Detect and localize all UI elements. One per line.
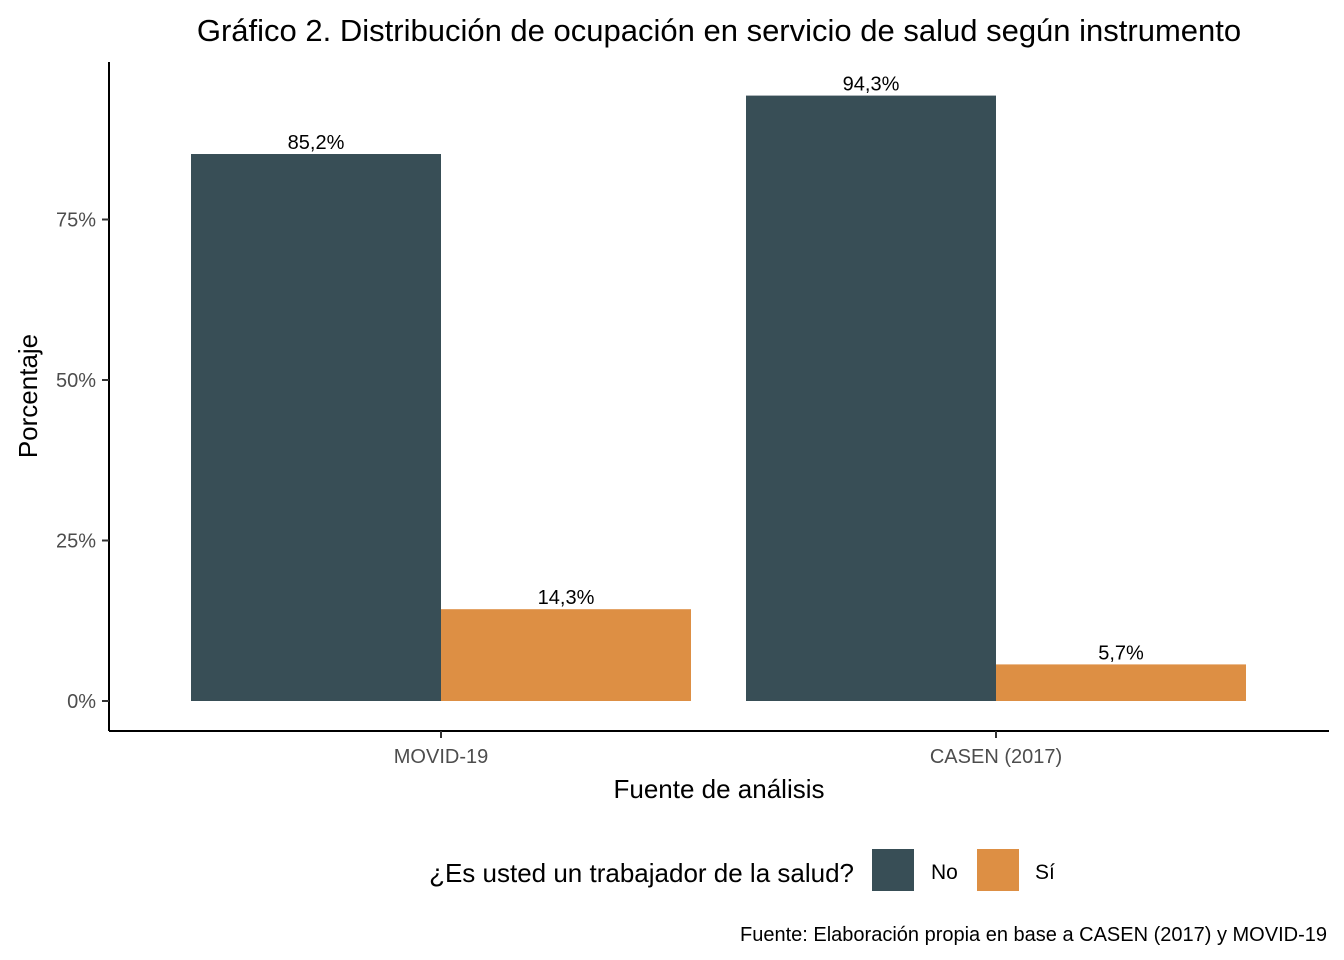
bar-no-1 [746,95,996,702]
x-tick-label: CASEN (2017) [930,746,1062,768]
chart-title: Gráfico 2. Distribución de ocupación en … [197,13,1241,48]
bars-group [191,95,1246,702]
legend-title: ¿Es usted un trabajador de la salud? [429,858,854,888]
y-tick-label: 75% [56,210,96,232]
bar-value-label: 94,3% [843,74,900,96]
chart-caption: Fuente: Elaboración propia en base a CAS… [740,924,1327,946]
legend-label-no: No [931,861,958,884]
x-tick-label: MOVID-19 [394,746,488,768]
y-tick-label: 0% [67,691,96,713]
bar-value-label: 85,2% [288,132,345,154]
legend-swatch-si [977,849,1019,891]
y-tick-label: 25% [56,531,96,553]
bar-value-label: 14,3% [538,587,595,609]
bar-si-1 [996,664,1246,701]
x-ticks-group: MOVID-19 CASEN (2017) [394,731,1062,768]
y-ticks-group: 0% 25% 50% 75% [56,210,109,713]
legend-label-si: Sí [1035,861,1055,884]
legend-swatch-no [872,849,914,891]
legend: ¿Es usted un trabajador de la salud? No … [429,849,1055,891]
bar-si-0 [441,609,691,701]
y-tick-label: 50% [56,370,96,392]
bar-value-label: 5,7% [1098,642,1144,664]
plot-area: 85,2% 94,3% 14,3% 5,7% 0% 25% 50% 75% MOVID-19… [56,62,1329,768]
y-axis-title: Porcentaje [13,334,43,458]
bar-no-0 [191,154,441,702]
bar-labels-group: 85,2% 94,3% 14,3% 5,7% [288,74,1144,665]
x-axis-title: Fuente de análisis [613,774,824,804]
